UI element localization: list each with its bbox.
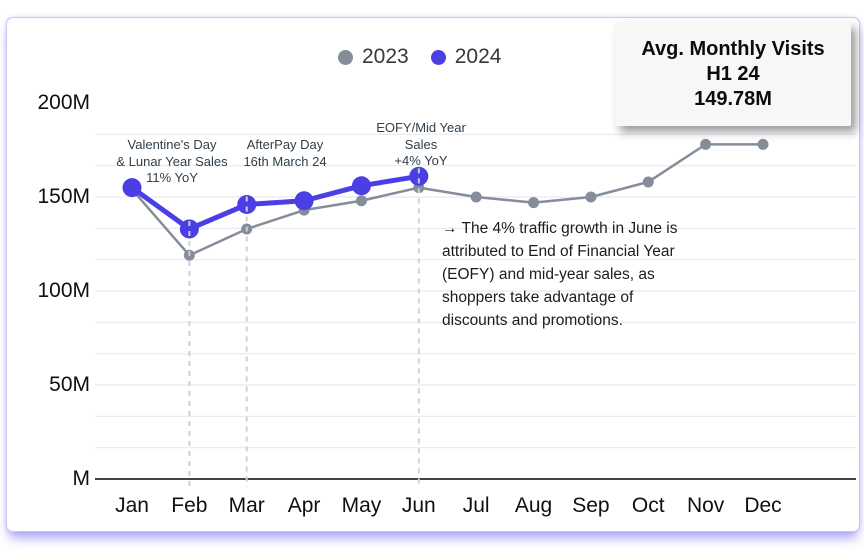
annotation-eofy: EOFY/Mid Year Sales +4% YoY [376,120,466,170]
series-line-2023 [131,143,764,257]
annotation-line: Sales [404,136,438,152]
note-line: shoppers take advantage of [442,289,634,306]
stat-title: Avg. Monthly Visits [641,38,825,60]
annotation-line: EOFY/Mid Year [376,120,466,135]
x-tick-label-Jan: Jan [115,494,149,517]
x-tick-label-Apr: Apr [287,494,321,517]
data-point-2024-Jun [409,166,429,186]
data-point-2024-Jan [122,178,142,198]
x-tick-label-Jul: Jul [462,494,490,517]
annotation-line: & Lunar Year Sales [116,153,228,169]
x-tick-label-Aug: Aug [514,494,553,517]
stat-value: 149.78M [694,88,772,110]
y-tick-label: 100M [37,279,90,302]
legend-item-2023[interactable]: 2023 [338,45,409,69]
avg-visits-stat-card: Avg. Monthly Visits H1 24 149.78M [615,22,851,126]
data-point-2023-Dec [757,138,769,150]
data-point-2023-Oct [642,176,654,188]
data-point-2024-May [351,176,371,196]
y-tick-label: 200M [37,91,90,114]
x-tick-label-Dec: Dec [744,494,782,517]
annotation-line: 11% YoY [146,170,198,185]
x-tick-label-Oct: Oct [631,494,665,517]
legend-dot-icon [430,49,446,65]
x-tick-label-Jun: Jun [401,494,436,517]
x-tick-label-Sep: Sep [572,494,610,517]
y-tick-label: M [72,467,91,490]
x-tick-label-Mar: Mar [228,494,265,517]
series-line-2024 [130,173,420,232]
legend-label: 2023 [362,45,409,68]
data-point-2024-Mar [237,195,257,215]
x-tick-label-Feb: Feb [171,494,208,517]
data-point-2023-Sep [585,191,597,203]
note-line: attributed to End of Financial Year [442,243,675,260]
legend-item-2024[interactable]: 2024 [430,45,502,69]
y-tick-label: 50M [49,373,90,396]
june-growth-note: → The 4% traffic growth in June is attrib… [442,217,732,332]
chart-legend: 2023 2024 [338,45,501,69]
legend-dot-icon [338,49,353,65]
annotation-line: 16th March 24 [243,153,327,169]
legend-label: 2024 [454,45,502,68]
x-tick-label-Nov: Nov [686,494,725,517]
stat-subtitle: H1 24 [706,63,760,85]
note-line: (EOFY) and mid-year sales, as [442,266,655,283]
annotation-line: +4% YoY [394,153,448,168]
x-tick-label-May: May [341,494,382,517]
note-line: → The 4% traffic growth in June is [442,220,678,237]
annotation-afterpay: AfterPay Day 16th March 24 [243,137,326,170]
data-point-2023-May [355,195,367,207]
annotation-line: Valentine's Day [127,137,217,152]
data-point-2024-Apr [294,191,314,211]
annotation-line: AfterPay Day [246,137,324,152]
data-point-2024-Feb [179,219,199,239]
y-tick-label: 150M [37,185,90,208]
note-line: discounts and promotions. [442,312,623,329]
data-point-2023-Aug [528,197,540,209]
annotation-valentines: Valentine's Day & Lunar Year Sales 11% YoY [116,137,227,187]
data-point-2023-Jul [470,191,482,203]
data-point-2023-Nov [700,138,712,150]
